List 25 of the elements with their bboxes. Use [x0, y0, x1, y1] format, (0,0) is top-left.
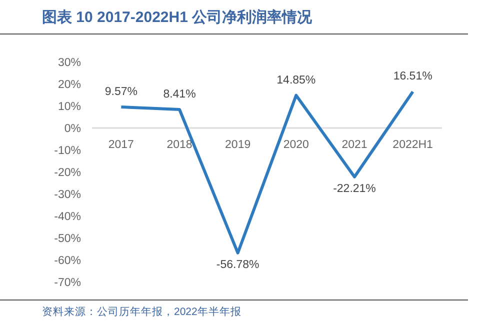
- text: 16.51%: [393, 70, 432, 83]
- y-tick-label: 10%: [58, 101, 81, 113]
- x-tick-label: 2019: [225, 139, 251, 151]
- y-tick-label: 0%: [64, 123, 81, 135]
- text: -22.21%: [333, 182, 376, 195]
- text: 资料来源：公司历年年报，2022年半年报: [42, 305, 242, 318]
- text: 8.41%: [163, 88, 196, 100]
- x-tick-label: 2017: [108, 139, 134, 151]
- x-tick-label: 2018: [166, 139, 192, 151]
- y-tick-label: -30%: [54, 189, 81, 201]
- y-tick-label: -10%: [54, 145, 81, 157]
- text: 14.85%: [276, 74, 316, 86]
- text: -56.78%: [216, 258, 260, 271]
- y-tick-label: -70%: [54, 277, 81, 289]
- y-tick-label: -20%: [54, 167, 81, 179]
- y-tick-label: -40%: [54, 211, 81, 223]
- title: 图表 10 2017-2022H1 公司净利润率情况: [42, 9, 312, 26]
- y-tick-label: -60%: [54, 255, 81, 267]
- y-tick-label: -50%: [54, 233, 81, 245]
- x-tick-label: 2020: [283, 139, 309, 151]
- x-tick-label: 2022H1: [392, 139, 433, 151]
- text: 9.57%: [104, 86, 138, 98]
- x-tick-label: 2021: [342, 139, 368, 151]
- y-tick-label: 30%: [58, 57, 81, 69]
- y-tick-label: 20%: [58, 79, 81, 91]
